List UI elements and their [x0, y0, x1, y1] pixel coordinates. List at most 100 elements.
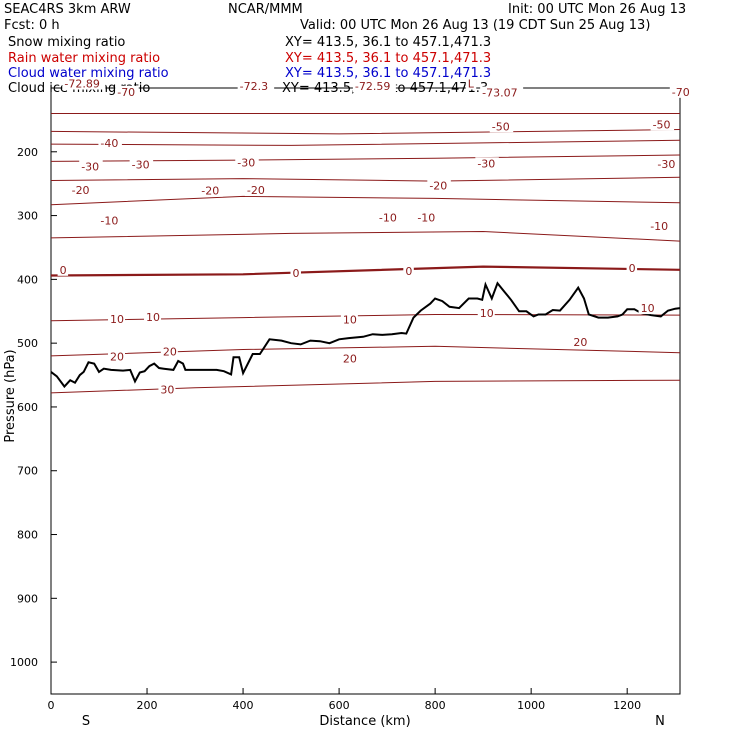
contour-label-bg	[403, 265, 414, 278]
model-title: SEAC4RS 3km ARW	[4, 2, 131, 17]
y-tick-label: 700	[17, 465, 38, 478]
contour-label: -30	[132, 159, 150, 172]
contour-label-bg	[427, 179, 451, 192]
x-tick-label: 600	[329, 699, 350, 712]
contour-label: 20	[573, 336, 587, 349]
contour-label: -70	[117, 86, 135, 99]
contour-label-bg	[465, 77, 477, 90]
x-tick-label: 1000	[517, 699, 545, 712]
contour-label-bg	[669, 85, 694, 98]
contour-label-bg	[480, 86, 524, 99]
contour-label-bg	[237, 80, 275, 93]
contour-label-bg	[98, 136, 122, 149]
contour-label: -20	[247, 184, 265, 197]
contour-label-bg	[98, 214, 122, 227]
isotherm-line-minus10	[50, 230, 681, 242]
contour-label-bg	[144, 311, 162, 324]
contour-label-bg	[376, 211, 401, 224]
x-tick-label: 200	[137, 699, 158, 712]
isotherm-line-minus20	[50, 195, 681, 206]
contour-label-bg	[108, 312, 126, 325]
isotherm-line-minus50	[50, 139, 681, 146]
contour-label: -30	[81, 160, 99, 173]
contour-label-bg	[650, 118, 675, 131]
y-axis-label: Pressure (hPa)	[3, 349, 18, 442]
contour-label: -40	[100, 137, 118, 150]
contour-label-bg	[158, 383, 176, 396]
contour-label-bg	[290, 266, 301, 279]
contour-label-bg	[108, 350, 126, 363]
contour-label: -72.89	[64, 78, 99, 91]
contour-label: -73.07	[482, 86, 517, 99]
contour-label-bg	[340, 313, 358, 326]
contour-label: 10	[480, 307, 494, 320]
contour-label: 0	[60, 264, 67, 277]
contour-label: L	[468, 78, 475, 91]
contour-label-bg	[79, 160, 103, 173]
contour-label: 20	[163, 345, 177, 358]
contour-label: -30	[657, 158, 675, 171]
contour-label: -10	[379, 211, 397, 224]
field-xy-cloud-water: XY= 413.5, 36.1 to 457.1,471.3	[285, 66, 491, 81]
contour-label-bg	[475, 157, 499, 170]
contour-label-bg	[648, 219, 672, 232]
contour-label: -70	[672, 86, 690, 99]
y-tick-label: 300	[17, 210, 38, 223]
contour-label-bg	[626, 261, 638, 274]
field-label-rain: Rain water mixing ratio	[8, 51, 160, 66]
field-xy-rain: XY= 413.5, 36.1 to 457.1,471.3	[285, 51, 491, 66]
north-end-label: N	[655, 714, 665, 729]
terrain-line	[50, 281, 681, 389]
contour-label: 10	[146, 311, 160, 324]
y-tick-label: 400	[17, 273, 38, 286]
y-tick-label: 800	[17, 529, 38, 542]
y-tick-label: 1000	[10, 656, 38, 669]
contour-label: 20	[110, 351, 124, 364]
valid-time-label: Valid: 00 UTC Mon 26 Aug 13 (19 CDT Sun …	[300, 18, 650, 33]
y-tick-label: 600	[17, 401, 38, 414]
contour-label: -72.59	[355, 80, 390, 93]
contour-label-bg	[129, 158, 154, 171]
contour-label: -20	[429, 180, 447, 193]
contour-label-bg	[244, 184, 269, 197]
forecast-hour-label: Fcst: 0 h	[4, 18, 60, 33]
y-tick-label: 900	[17, 592, 38, 605]
contour-label: -20	[201, 185, 219, 198]
isotherm-lines	[50, 113, 681, 394]
contour-label: -30	[237, 157, 255, 170]
isotherm-line-30	[50, 379, 681, 394]
isotherm-line-minus60	[50, 129, 681, 135]
x-axis: 0 200 400 600 800 1000 1200	[48, 688, 641, 712]
contour-label: -20	[72, 184, 90, 197]
organization-label: NCAR/MMM	[228, 2, 303, 17]
contour-label-bg	[655, 157, 679, 170]
field-label-cloud-water: Cloud water mixing ratio	[8, 66, 169, 81]
contour-label: 10	[110, 313, 124, 326]
y-tick-label: 200	[17, 146, 38, 159]
contour-label: 0	[629, 262, 636, 275]
y-tick-label: 500	[17, 337, 38, 350]
contour-label-bg	[199, 184, 223, 197]
x-tick-label: 1200	[613, 699, 641, 712]
contour-label-bg	[57, 263, 69, 276]
contour-label: -50	[653, 118, 671, 131]
contour-label: 20	[343, 352, 357, 365]
contour-labels: -72.89 -72.3 -72.59 L-73.07-70 -70-50 -50-40-…	[57, 77, 694, 397]
contour-label: 10	[343, 314, 357, 327]
x-tick-label: 800	[425, 699, 446, 712]
contour-label: -10	[417, 211, 435, 224]
y-axis: 200 300 400 500 600 700 800 900 1000	[10, 146, 57, 669]
isotherm-line-minus30	[50, 176, 681, 182]
contour-label-bg	[477, 307, 495, 320]
terrain-profile	[50, 281, 681, 389]
init-time-label: Init: 00 UTC Mon 26 Aug 13	[508, 2, 686, 17]
contour-label: 30	[160, 384, 174, 397]
field-label-snow: Snow mixing ratio	[8, 35, 125, 50]
contour-label: -10	[100, 215, 118, 228]
contour-label-bg	[69, 184, 94, 197]
contour-label-bg	[160, 345, 178, 358]
contour-label: 0	[292, 267, 299, 280]
contour-label-bg	[489, 120, 514, 133]
x-tick-label: 0	[48, 699, 55, 712]
contour-label: -72.3	[240, 80, 268, 93]
